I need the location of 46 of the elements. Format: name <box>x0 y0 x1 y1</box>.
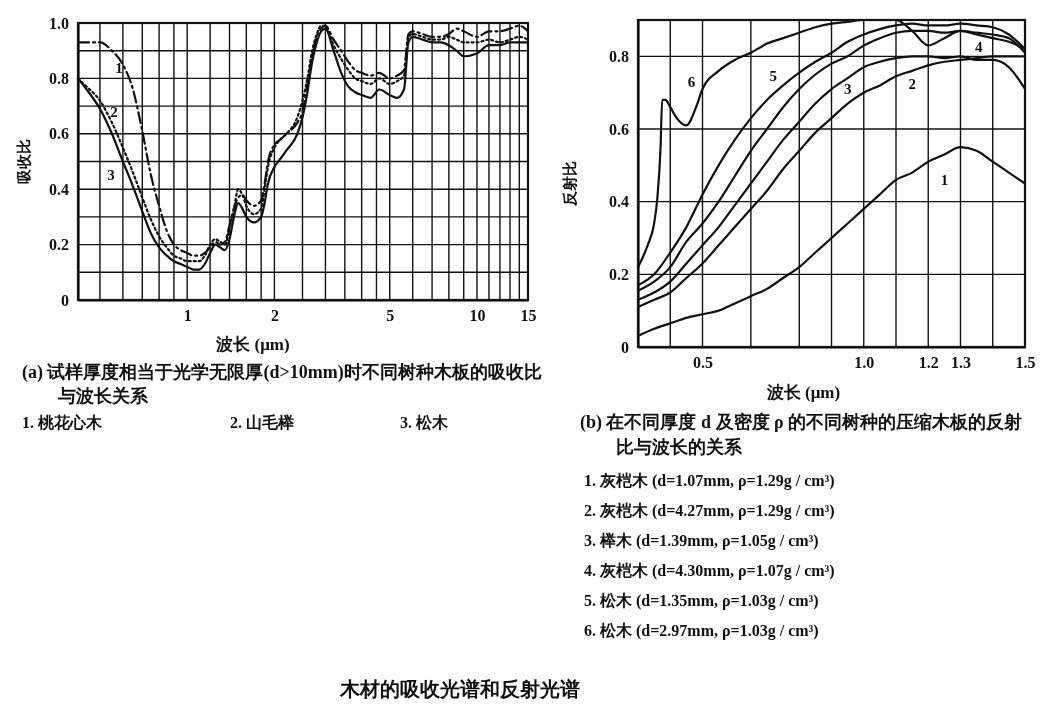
series-label: 3 <box>843 81 852 98</box>
x-axis-title: 波长 (μm) <box>765 383 841 402</box>
text: 3. 松木 <box>400 414 449 431</box>
text: 木材的吸收光谱和反射光谱 <box>339 677 580 701</box>
x-tick-label: 1.0 <box>854 354 875 372</box>
y-tick-label: 0.4 <box>609 193 629 211</box>
text: 6. 松木 (d=2.97mm, ρ=1.03g / cm³) <box>584 622 819 640</box>
y-tick-label: 0.8 <box>609 47 629 65</box>
y-axis-title: 反射比 <box>561 161 579 207</box>
series-label: 5 <box>769 68 777 85</box>
x-tick-label: 15 <box>520 307 537 325</box>
text: 4. 灰桤木 (d=4.30mm, ρ=1.07g / cm³) <box>584 562 835 580</box>
y-tick-label: 1.0 <box>49 14 69 32</box>
y-tick-label: 0.8 <box>49 70 69 88</box>
text: 2. 山毛榉 <box>230 414 295 431</box>
x-tick-label: 10 <box>469 307 486 325</box>
y-tick-label: 0.2 <box>49 236 69 254</box>
x-tick-label: 5 <box>386 307 395 325</box>
text: 3. 榉木 (d=1.39mm, ρ=1.05g / cm³) <box>584 532 819 550</box>
text: 5. 松木 (d=1.35mm, ρ=1.03g / cm³) <box>584 592 819 610</box>
y-tick-label: 0.6 <box>609 120 629 138</box>
x-tick-label: 1.3 <box>951 354 971 372</box>
text: (b) 在不同厚度 d 及密度 ρ 的不同树种的压缩木板的反射比与波长的关系 <box>580 412 1023 457</box>
x-tick-label: 0.5 <box>693 354 713 372</box>
y-tick-label: 0 <box>61 291 69 309</box>
text: (a) 试样厚度相当于光学无限厚(d>10mm)时不同树种木板的吸收比与波长关系 <box>22 362 542 406</box>
y-axis-title: 吸收比 <box>15 139 33 184</box>
x-tick-label: 2 <box>270 307 279 325</box>
y-tick-label: 0.2 <box>609 265 629 283</box>
series-label: 1 <box>940 172 949 189</box>
y-tick-label: 0.6 <box>49 125 69 143</box>
series-label: 2 <box>110 103 118 120</box>
x-tick-label: 1.2 <box>918 354 939 372</box>
series-label: 4 <box>974 38 983 55</box>
series-label: 2 <box>908 75 916 92</box>
x-tick-label: 1 <box>183 307 192 325</box>
text: 1. 桃花心木 <box>22 413 103 431</box>
x-axis-title: 波长 (μm) <box>215 335 290 354</box>
y-tick-label: 0 <box>621 338 629 356</box>
y-tick-label: 0.4 <box>49 180 69 198</box>
text: 2. 灰桤木 (d=4.27mm, ρ=1.29g / cm³) <box>584 502 835 520</box>
series-label: 6 <box>687 74 696 91</box>
series-label: 3 <box>107 167 115 183</box>
x-tick-label: 1.5 <box>1015 354 1036 372</box>
series-label: 1 <box>115 59 123 76</box>
text: 1. 灰桤木 (d=1.07mm, ρ=1.29g / cm³) <box>584 472 835 490</box>
